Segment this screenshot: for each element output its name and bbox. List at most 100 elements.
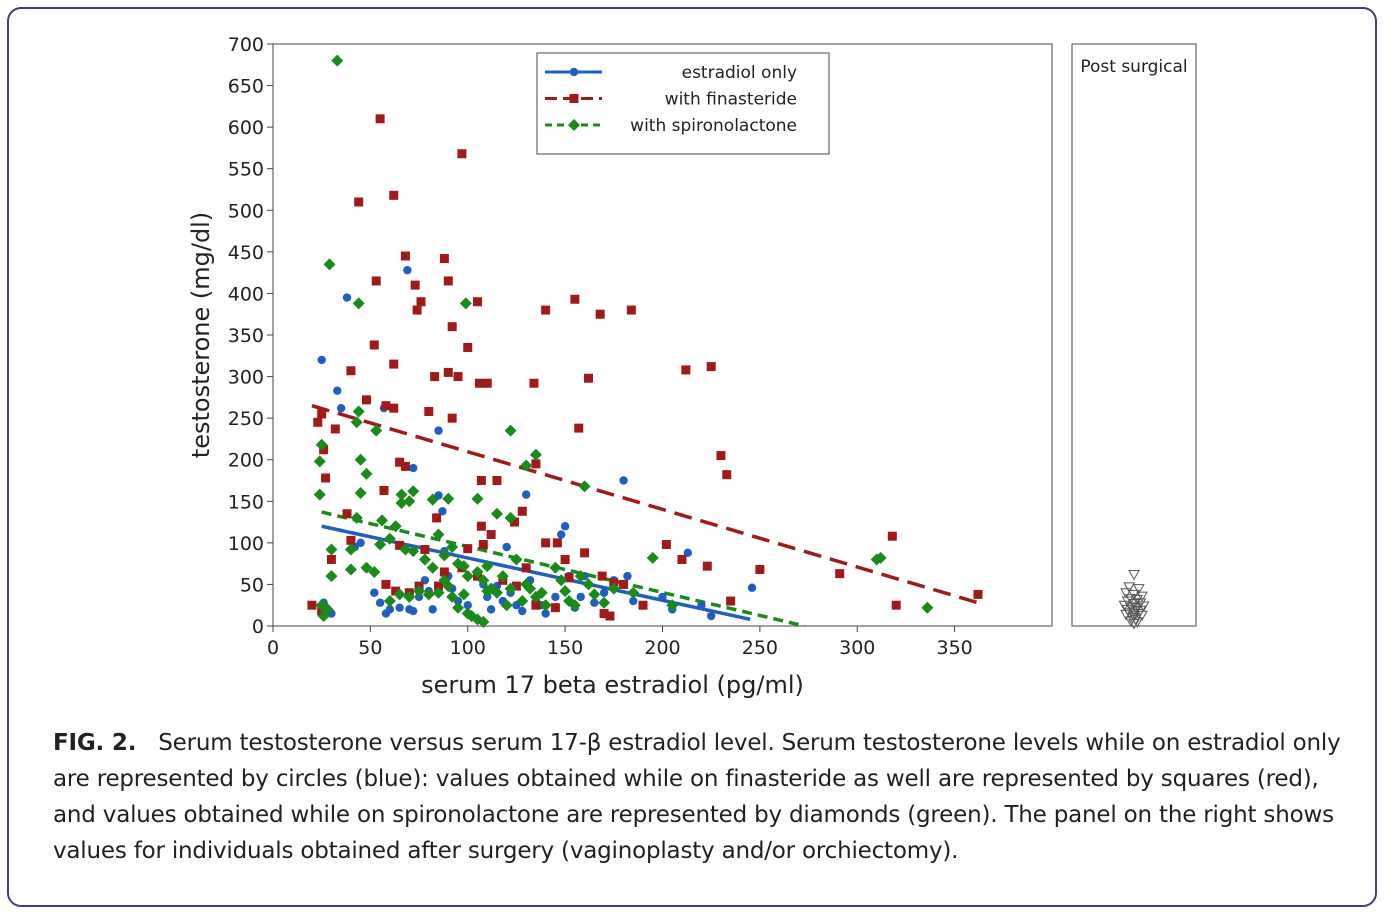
circle-point [747, 583, 757, 592]
diamond-point [578, 480, 591, 493]
diamond-point [350, 416, 363, 429]
x-tick-label: 150 [547, 637, 583, 659]
fit-line-square [311, 403, 979, 605]
diamond-point [516, 595, 529, 608]
diamond-point [457, 560, 470, 573]
square-point [447, 413, 457, 423]
diamond-point [407, 485, 420, 498]
y-tick-label: 700 [228, 34, 264, 56]
square-point [509, 517, 519, 527]
fit-line-circle [321, 524, 751, 622]
circle-point [521, 490, 531, 499]
square-point [560, 554, 570, 564]
square-point [482, 378, 492, 388]
diamond-point [442, 580, 455, 593]
square-point [722, 470, 732, 480]
diamond-point [568, 599, 581, 612]
circle-point [463, 601, 472, 610]
square-point [317, 409, 327, 419]
square-point [361, 395, 371, 405]
square-point [381, 579, 391, 589]
square-point [973, 589, 983, 599]
diamond-point [374, 538, 387, 551]
circle-point [590, 598, 599, 607]
diamond-point [331, 54, 344, 67]
post-surgical-point [1128, 619, 1140, 630]
y-tick-label: 600 [228, 117, 264, 139]
diamond-point [313, 488, 326, 501]
square-point [580, 548, 590, 558]
square-point [574, 423, 584, 433]
circle-point [438, 507, 447, 516]
circle-point [333, 386, 342, 395]
diamond-point [432, 586, 445, 599]
post-surgical-panel [1071, 43, 1197, 627]
square-point [755, 564, 765, 574]
y-tick-label: 200 [228, 450, 264, 472]
square-point [619, 579, 629, 589]
diamond-point [582, 578, 595, 591]
circle-point [683, 548, 693, 558]
y-tick-label: 100 [228, 533, 264, 555]
square-point [564, 573, 574, 583]
x-tick-label: 250 [742, 637, 778, 659]
y-tick-label: 0 [252, 616, 264, 638]
square-point [541, 538, 551, 548]
diamond-point [383, 595, 396, 608]
post-surgical-point [1123, 582, 1136, 593]
diamond-point [461, 570, 474, 583]
circle-point [502, 542, 511, 552]
diamond-point [559, 585, 572, 598]
circle-point [385, 605, 395, 614]
diamond-point [389, 520, 402, 533]
legend-entry: with spironolactone [630, 116, 797, 136]
circle-point [409, 606, 418, 616]
diamond-point [574, 570, 587, 583]
circle-point [619, 476, 628, 485]
legend-marker-square [569, 94, 579, 103]
square-point [346, 535, 356, 545]
diamond-point [510, 553, 523, 566]
square-point [391, 586, 401, 596]
square-point [474, 378, 484, 388]
legend-entry: estradiol only [682, 63, 797, 83]
legend-box [536, 52, 830, 155]
diamond-point [666, 599, 679, 612]
diamond-point [376, 514, 389, 527]
circle-point [486, 605, 496, 614]
diamond-point [520, 459, 533, 472]
square-point [583, 373, 593, 383]
diamond-point [438, 549, 451, 562]
square-point [550, 603, 560, 613]
y-tick-label: 400 [228, 283, 264, 305]
square-point [430, 372, 440, 382]
square-point [541, 305, 551, 315]
square-point [375, 114, 385, 124]
diamond-point [481, 560, 494, 573]
square-point [638, 600, 648, 610]
scatter-chart: 0501001502002503003504004505005506006507… [187, 34, 1197, 699]
diamond-point [588, 588, 601, 601]
square-point [463, 342, 473, 352]
caption-label: FIG. 2. [53, 730, 137, 756]
diamond-point [413, 585, 426, 598]
diamond-point [442, 492, 455, 505]
square-point [412, 305, 422, 315]
square-point [552, 538, 562, 548]
post-surgical-point [1128, 569, 1140, 581]
diamond-point [555, 574, 568, 587]
diamond-point [422, 588, 435, 601]
diamond-point [459, 297, 472, 310]
circle-point [706, 611, 716, 621]
square-point [835, 569, 845, 579]
diamond-point [496, 570, 509, 583]
square-point [439, 567, 449, 577]
square-point [443, 276, 453, 286]
circle-point [576, 592, 585, 602]
square-point [389, 403, 399, 413]
legend-marker-circle [569, 67, 579, 77]
diamond-point [504, 424, 517, 437]
diamond-point [344, 543, 357, 556]
square-point [595, 309, 605, 319]
diamond-point [549, 561, 562, 574]
